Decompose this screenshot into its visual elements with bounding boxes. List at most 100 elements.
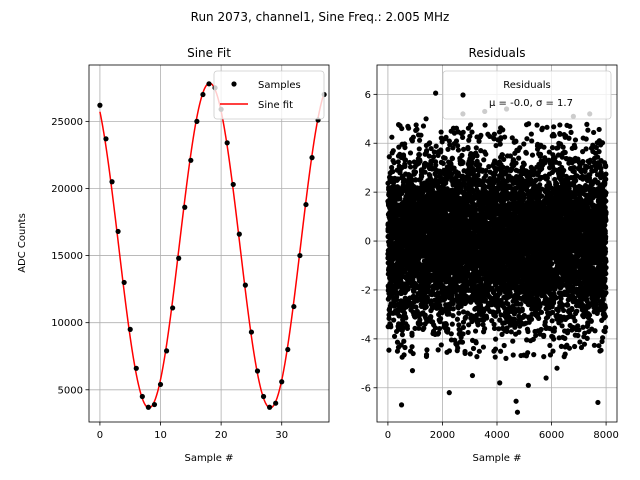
sample-point	[133, 365, 139, 371]
residual-point	[438, 342, 444, 348]
residuals-title: Residuals	[469, 46, 526, 60]
sample-point	[103, 136, 109, 142]
residual-point	[457, 327, 463, 333]
residual-point	[455, 143, 461, 149]
residual-point	[390, 168, 396, 175]
residual-point	[474, 153, 480, 159]
residual-point	[483, 151, 489, 157]
sine-fit-grid	[89, 65, 329, 422]
residual-point	[456, 322, 462, 328]
sine-fit-panel: Sine Fit 0 10 20 30500010000150002000025000…	[17, 46, 330, 464]
residual-point	[394, 291, 400, 297]
residual-point	[460, 309, 467, 315]
residual-point	[474, 354, 480, 360]
residual-point	[402, 144, 408, 151]
residual-point	[424, 148, 430, 154]
sine-fit-curve	[99, 82, 325, 409]
residual-point	[448, 331, 454, 337]
legend-samples-label: Samples	[258, 80, 301, 91]
residual-point	[497, 141, 503, 147]
sine-fit-legend-box	[213, 70, 325, 120]
residual-point	[433, 173, 440, 180]
residual-point	[431, 149, 437, 155]
sample-point	[297, 252, 303, 259]
residual-point	[462, 181, 468, 187]
residual-point	[425, 285, 431, 291]
sample-point	[309, 155, 315, 161]
residual-point	[465, 146, 471, 152]
sample-point	[188, 157, 194, 163]
residual-point	[465, 329, 471, 336]
sample-point	[254, 368, 261, 374]
residual-point	[445, 146, 451, 152]
residual-point	[410, 350, 416, 357]
residual-point	[484, 315, 490, 321]
residual-point	[396, 313, 402, 319]
sine-fit-xtick-label: 20	[215, 430, 228, 441]
residual-point	[424, 295, 430, 301]
residual-point	[423, 352, 430, 358]
residual-point	[439, 139, 445, 145]
sample-point	[127, 326, 133, 332]
residual-point	[456, 310, 462, 316]
residual-point	[492, 346, 499, 352]
residual-point	[462, 350, 468, 356]
residual-point	[428, 145, 434, 152]
sample-point	[267, 404, 273, 410]
residual-point	[388, 324, 394, 330]
residual-point	[426, 153, 432, 159]
residual-point	[473, 145, 479, 151]
residual-point	[394, 339, 401, 345]
residual-point	[433, 143, 439, 149]
residual-point	[449, 321, 455, 327]
residual-point	[407, 150, 414, 156]
residual-point	[427, 140, 433, 146]
residual-point	[510, 352, 516, 358]
sine-fit-title: Sine Fit	[187, 46, 231, 60]
residual-point	[391, 317, 397, 323]
residual-point	[438, 129, 444, 135]
residual-point	[493, 336, 499, 342]
residual-point	[398, 342, 404, 348]
residual-point	[406, 159, 413, 166]
residual-point	[481, 326, 488, 332]
residual-point	[417, 317, 423, 323]
sample-point	[194, 118, 200, 124]
residual-point	[389, 134, 395, 140]
residual-point	[402, 344, 408, 351]
residual-point	[405, 125, 412, 131]
sine-fit-plot-area	[97, 81, 327, 410]
residual-point	[460, 159, 466, 165]
residual-point	[497, 348, 504, 354]
residual-point	[386, 154, 392, 160]
residual-point	[491, 131, 497, 137]
residual-point	[443, 134, 449, 140]
residual-point	[516, 155, 522, 161]
residual-point	[433, 162, 439, 168]
sample-point	[206, 81, 212, 87]
residual-point	[449, 155, 456, 162]
residual-point	[446, 348, 453, 354]
residual-point	[473, 340, 479, 346]
sample-point	[291, 303, 297, 310]
sample-point	[97, 102, 103, 108]
residual-point	[416, 137, 423, 143]
residual-point	[460, 324, 467, 331]
figure-suptitle: Run 2073, channel1, Sine Freq.: 2.005 MH…	[191, 10, 450, 24]
residual-point	[409, 344, 415, 350]
residual-point	[416, 152, 423, 158]
residual-point	[500, 127, 506, 133]
residual-point	[448, 171, 455, 178]
residual-point	[513, 138, 519, 145]
sine-fit-ytick-label: 5000	[58, 385, 83, 396]
sample-point	[109, 179, 115, 185]
sample-point	[242, 282, 248, 288]
residual-point	[463, 314, 469, 320]
residual-point	[418, 321, 424, 327]
sample-point	[170, 305, 176, 311]
legend-samples-marker	[231, 81, 237, 87]
sine-fit-ylabel: ADC Counts	[17, 213, 28, 273]
residual-point	[476, 138, 482, 144]
residual-point	[416, 325, 422, 331]
